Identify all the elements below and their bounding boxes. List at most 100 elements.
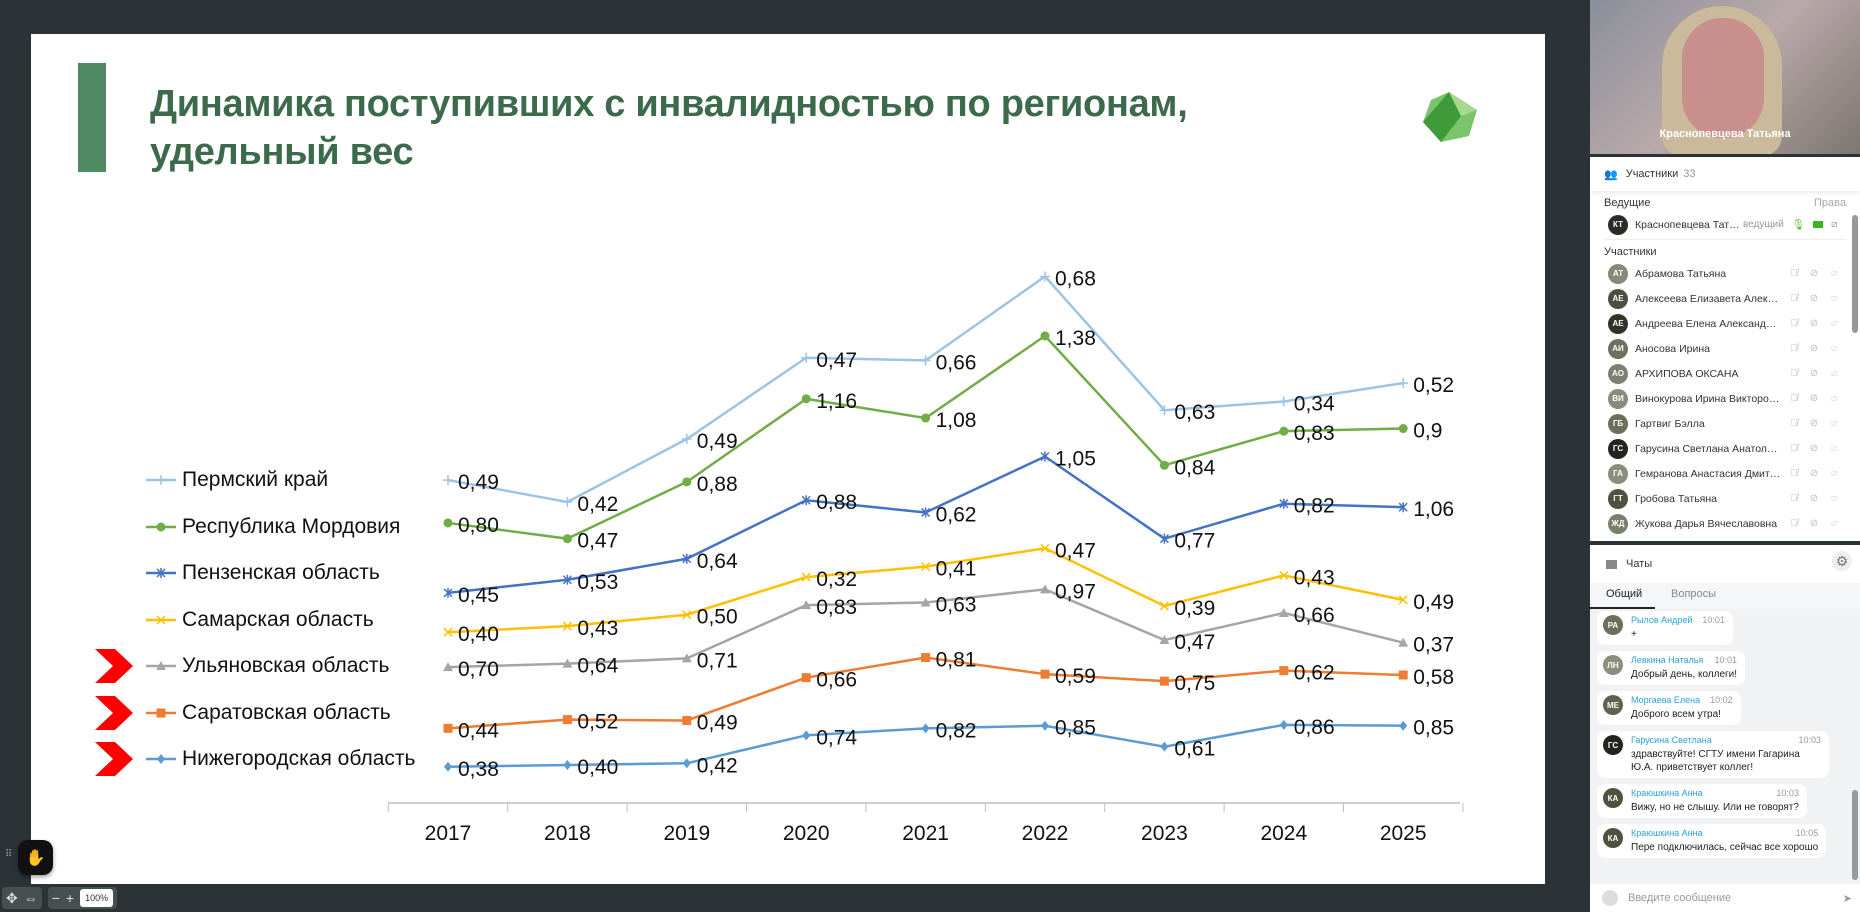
asterisk-marker xyxy=(801,495,811,506)
camera-off-icon[interactable]: ⊘ xyxy=(1809,443,1819,454)
zoom-out-button[interactable]: − xyxy=(51,890,60,906)
avatar: АЕ xyxy=(1608,288,1628,309)
screen-share-icon[interactable]: ⧄ xyxy=(1831,219,1838,230)
send-icon[interactable]: ➤ xyxy=(1842,892,1852,905)
mic-off-icon[interactable]: 🎙̸ xyxy=(1790,268,1798,279)
plus-marker xyxy=(681,434,692,445)
triangle-marker xyxy=(1040,584,1050,594)
screen-share-icon[interactable]: ⧄ xyxy=(1830,268,1838,279)
avatar: КА xyxy=(1603,788,1623,808)
message-text: Вижу, но не слышу. Или не говорят? xyxy=(1631,802,1799,813)
screen-share-icon[interactable]: ⧄ xyxy=(1830,368,1838,379)
triangle-marker xyxy=(801,600,812,610)
data-label: 0,83 xyxy=(816,596,857,619)
participants-panel: 👥 Участники 33 Ведущие Права КТ Краснопев… xyxy=(1590,157,1860,541)
fit-icon[interactable]: ✥ xyxy=(6,889,18,906)
chat-icon xyxy=(1606,559,1617,569)
asterisk-marker xyxy=(1040,451,1050,462)
participants-header[interactable]: 👥 Участники 33 xyxy=(1590,157,1860,191)
x-marker xyxy=(682,610,692,620)
data-label: 0,43 xyxy=(1294,566,1335,589)
speaker-video[interactable]: Краснопевцева Татьяна xyxy=(1590,0,1860,154)
red-chevron-icon xyxy=(95,742,133,776)
mic-off-icon[interactable]: 🎙̸ xyxy=(1790,343,1798,354)
participant-row[interactable]: ГБ Гартвиг Бэлла 🎙̸ ⊘ ⧄ xyxy=(1590,411,1860,436)
zoom-level[interactable]: 100% xyxy=(80,889,114,907)
participants-scrollbar[interactable] xyxy=(1852,215,1858,333)
tab-questions[interactable]: Вопросы xyxy=(1671,588,1717,600)
square-marker xyxy=(682,715,692,725)
slide-title: Динамика поступивших с инвалидностью по … xyxy=(150,80,1188,176)
fit-width-icon[interactable]: ⇔ xyxy=(23,890,38,906)
screen-share-icon[interactable]: ⧄ xyxy=(1830,443,1838,454)
diamond-marker xyxy=(1041,720,1049,731)
participant-row[interactable]: АЕ Алексеева Елизавета Алексеевна 🎙̸ ⊘ ⧄ xyxy=(1590,286,1860,311)
mic-off-icon[interactable]: 🎙̸ xyxy=(1790,443,1798,454)
emoji-icon[interactable] xyxy=(1602,890,1618,906)
message-input[interactable]: Введите сообщение ➤ xyxy=(1590,884,1860,912)
mic-off-icon[interactable]: 🎙̸ xyxy=(1790,518,1798,529)
data-label: 0,42 xyxy=(697,754,738,777)
participant-row[interactable]: ВИ Винокурова Ирина Викторовна 🎙̸ ⊘ ⧄ xyxy=(1590,386,1860,411)
avatar: АТ xyxy=(1608,263,1628,284)
participant-row[interactable]: АО АРХИПОВА ОКСАНА 🎙̸ ⊘ ⧄ xyxy=(1590,361,1860,386)
screen-share-icon[interactable]: ⧄ xyxy=(1830,468,1838,479)
screen-share-icon[interactable]: ⧄ xyxy=(1830,518,1838,529)
participant-row[interactable]: ГА Гемранова Анастасия Дмитриев... 🎙̸ ⊘ ⧄ xyxy=(1590,461,1860,486)
mic-off-icon[interactable]: 🎙̸ xyxy=(1790,293,1798,304)
screen-share-icon[interactable]: ⧄ xyxy=(1830,343,1838,354)
camera-off-icon[interactable]: ⊘ xyxy=(1809,293,1819,304)
gear-icon[interactable]: ⚙ xyxy=(1832,551,1852,571)
drag-handle-icon[interactable]: ⠿ xyxy=(5,849,13,860)
chat-messages: РА Рылов Андрей 10:01 + ЛН Левкина Наталья 10:… xyxy=(1590,611,1850,882)
participant-row[interactable]: ГС Гарусина Светлана Анатольевна 🎙̸ ⊘ ⧄ xyxy=(1590,436,1860,461)
x-marker xyxy=(443,627,453,637)
screen-share-icon[interactable]: ⧄ xyxy=(1830,393,1838,404)
camera-off-icon[interactable]: ⊘ xyxy=(1809,418,1819,429)
legend-label: Ульяновская область xyxy=(182,654,390,677)
raise-hand-button[interactable]: ✋ xyxy=(18,840,53,875)
triangle-marker xyxy=(1278,607,1289,617)
participant-row[interactable]: АИ Аносова Ирина 🎙̸ ⊘ ⧄ xyxy=(1590,336,1860,361)
series-2: 0,45 0,53 0,64 0,88 0,62 1,05 0,77 0,82 1,06 xyxy=(443,448,1454,607)
data-label: 0,64 xyxy=(577,655,618,678)
camera-off-icon[interactable]: ⊘ xyxy=(1809,343,1819,354)
host-row[interactable]: КТ Краснопевцева Татья... ведущий 🎙 ⧄ xyxy=(1590,212,1860,237)
mic-off-icon[interactable]: 🎙̸ xyxy=(1790,418,1798,429)
mic-on-icon[interactable]: 🎙 xyxy=(1791,219,1806,231)
mic-off-icon[interactable]: 🎙̸ xyxy=(1790,318,1798,329)
camera-off-icon[interactable]: ⊘ xyxy=(1809,468,1819,479)
camera-off-icon[interactable]: ⊘ xyxy=(1809,318,1819,329)
x-tick-label: 2017 xyxy=(425,822,472,845)
legend-item: Саратовская область xyxy=(146,698,391,728)
screen-share-icon[interactable]: ⧄ xyxy=(1830,318,1838,329)
x-marker xyxy=(1279,570,1289,580)
participant-row[interactable]: ГТ Гробова Татьяна 🎙̸ ⊘ ⧄ xyxy=(1590,486,1860,511)
participant-row[interactable]: ЖД Жукова Дарья Вячеславовна 🎙̸ ⊘ ⧄ xyxy=(1590,511,1860,536)
mic-off-icon[interactable]: 🎙̸ xyxy=(1790,393,1798,404)
data-label: 0,37 xyxy=(1413,634,1454,657)
participant-row[interactable]: АЕ Андреева Елена Александровна 🎙̸ ⊘ ⧄ xyxy=(1590,311,1860,336)
camera-off-icon[interactable]: ⊘ xyxy=(1809,268,1819,279)
screen-share-icon[interactable]: ⧄ xyxy=(1830,418,1838,429)
series-6: 0,38 0,40 0,42 0,74 0,82 0,85 0,61 0,86 0,85 xyxy=(444,716,1454,781)
mic-off-icon[interactable]: 🎙̸ xyxy=(1790,368,1798,379)
mic-off-icon[interactable]: 🎙̸ xyxy=(1790,493,1798,504)
tab-general[interactable]: Общий xyxy=(1590,583,1655,609)
chat-scrollbar[interactable] xyxy=(1852,790,1858,880)
chat-message: КА Краюшкина Анна 10:05 Пере подключилась, … xyxy=(1597,824,1827,858)
mic-off-icon[interactable]: 🎙̸ xyxy=(1790,468,1798,479)
diamond-marker xyxy=(563,760,572,771)
camera-off-icon[interactable]: ⊘ xyxy=(1809,493,1819,504)
camera-off-icon[interactable]: ⊘ xyxy=(1809,393,1819,404)
circle-marker xyxy=(443,518,453,528)
screen-share-icon[interactable]: ⧄ xyxy=(1830,493,1838,504)
legend-marker xyxy=(146,475,176,485)
camera-off-icon[interactable]: ⊘ xyxy=(1809,518,1819,529)
zoom-in-button[interactable]: + xyxy=(65,890,75,906)
message-author: Гарусина Светлана xyxy=(1631,735,1712,745)
camera-on-icon[interactable] xyxy=(1813,221,1824,228)
participant-row[interactable]: АТ Абрамова Татьяна 🎙̸ ⊘ ⧄ xyxy=(1590,261,1860,286)
screen-share-icon[interactable]: ⧄ xyxy=(1830,293,1838,304)
camera-off-icon[interactable]: ⊘ xyxy=(1809,368,1819,379)
